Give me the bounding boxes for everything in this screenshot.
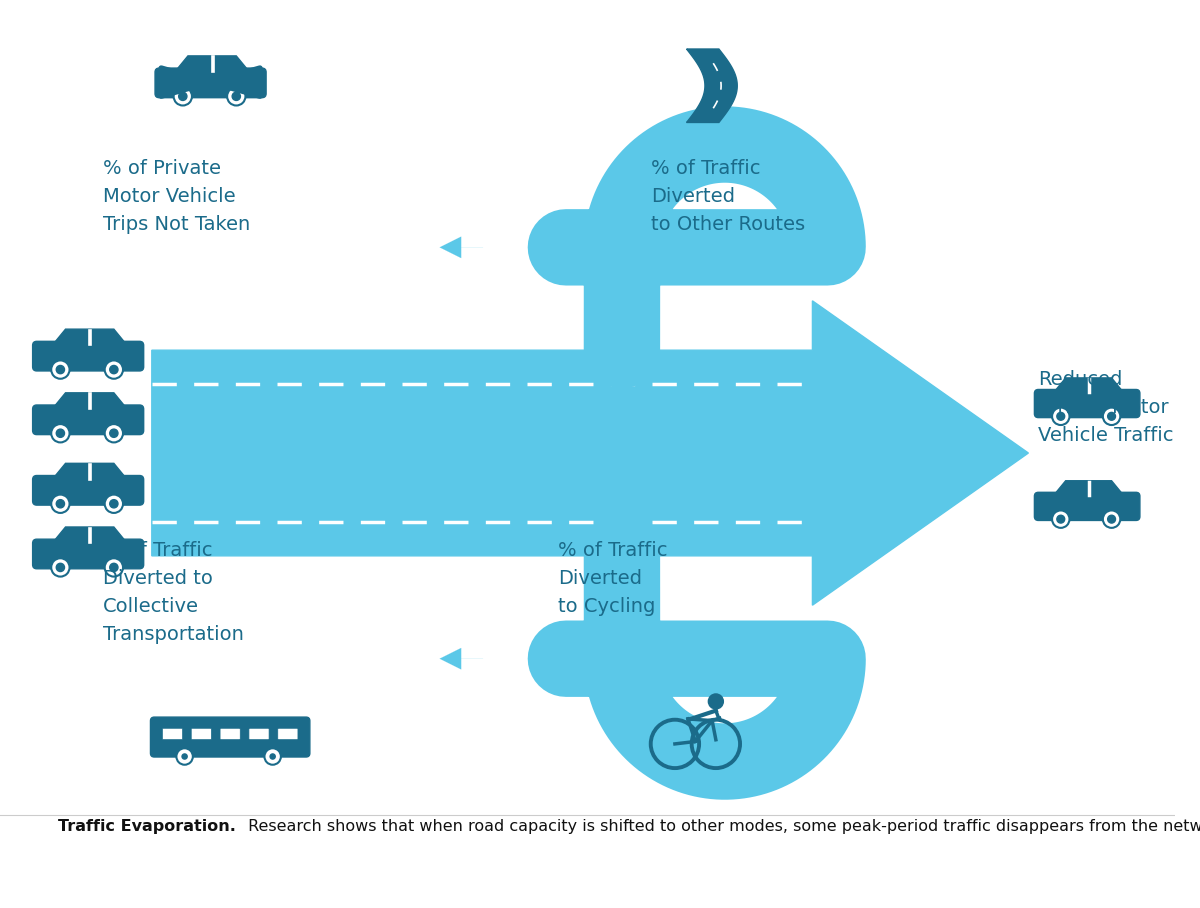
FancyBboxPatch shape	[220, 728, 240, 740]
Polygon shape	[52, 463, 127, 479]
Circle shape	[52, 424, 70, 442]
Circle shape	[1052, 510, 1069, 528]
FancyBboxPatch shape	[150, 717, 310, 757]
Text: % of Traffic
Diverted
to Other Routes: % of Traffic Diverted to Other Routes	[652, 159, 805, 234]
FancyBboxPatch shape	[248, 728, 269, 740]
FancyBboxPatch shape	[32, 341, 144, 371]
Circle shape	[1103, 408, 1121, 425]
Text: Traffic Evaporation.: Traffic Evaporation.	[58, 819, 235, 834]
Circle shape	[109, 429, 118, 438]
Circle shape	[708, 694, 724, 709]
Polygon shape	[686, 49, 737, 123]
FancyBboxPatch shape	[32, 476, 144, 505]
Circle shape	[52, 360, 70, 379]
Circle shape	[269, 754, 276, 760]
FancyBboxPatch shape	[32, 539, 144, 568]
Circle shape	[1057, 412, 1064, 420]
Circle shape	[1057, 515, 1064, 523]
FancyBboxPatch shape	[277, 728, 298, 740]
FancyBboxPatch shape	[32, 405, 144, 435]
Circle shape	[1108, 412, 1116, 420]
Circle shape	[1103, 510, 1121, 528]
Polygon shape	[1052, 480, 1124, 496]
FancyBboxPatch shape	[191, 728, 211, 740]
Circle shape	[181, 754, 188, 760]
Text: Research shows that when road capacity is shifted to other modes, some peak-peri: Research shows that when road capacity i…	[244, 819, 1200, 834]
Circle shape	[174, 87, 192, 105]
FancyBboxPatch shape	[155, 68, 266, 98]
Circle shape	[56, 563, 65, 571]
Polygon shape	[174, 56, 250, 72]
Circle shape	[109, 563, 118, 571]
Text: % of Private
Motor Vehicle
Trips Not Taken: % of Private Motor Vehicle Trips Not Tak…	[103, 159, 250, 234]
Polygon shape	[52, 329, 127, 345]
FancyArrow shape	[152, 301, 1028, 606]
Text: % of Traffic
Diverted to
Collective
Transportation: % of Traffic Diverted to Collective Tran…	[103, 541, 244, 644]
Circle shape	[56, 365, 65, 374]
Circle shape	[179, 93, 187, 101]
Circle shape	[264, 748, 281, 765]
Circle shape	[1052, 408, 1069, 425]
FancyBboxPatch shape	[1034, 492, 1140, 520]
Circle shape	[52, 495, 70, 513]
Circle shape	[104, 360, 124, 379]
Text: % of Traffic
Diverted
to Cycling: % of Traffic Diverted to Cycling	[558, 541, 667, 617]
Circle shape	[109, 499, 118, 508]
Polygon shape	[1052, 378, 1124, 393]
Circle shape	[1108, 515, 1116, 523]
Circle shape	[227, 87, 246, 105]
FancyBboxPatch shape	[1034, 390, 1140, 418]
Text: Reduced
Private Motor
Vehicle Traffic: Reduced Private Motor Vehicle Traffic	[1038, 370, 1174, 445]
Polygon shape	[52, 527, 127, 543]
Circle shape	[104, 495, 124, 513]
Circle shape	[56, 429, 65, 438]
Circle shape	[104, 558, 124, 577]
FancyBboxPatch shape	[162, 728, 182, 740]
Circle shape	[52, 558, 70, 577]
Circle shape	[176, 748, 193, 765]
Circle shape	[109, 365, 118, 374]
Circle shape	[56, 499, 65, 508]
Polygon shape	[52, 393, 127, 410]
Circle shape	[104, 424, 124, 442]
Circle shape	[232, 93, 240, 101]
